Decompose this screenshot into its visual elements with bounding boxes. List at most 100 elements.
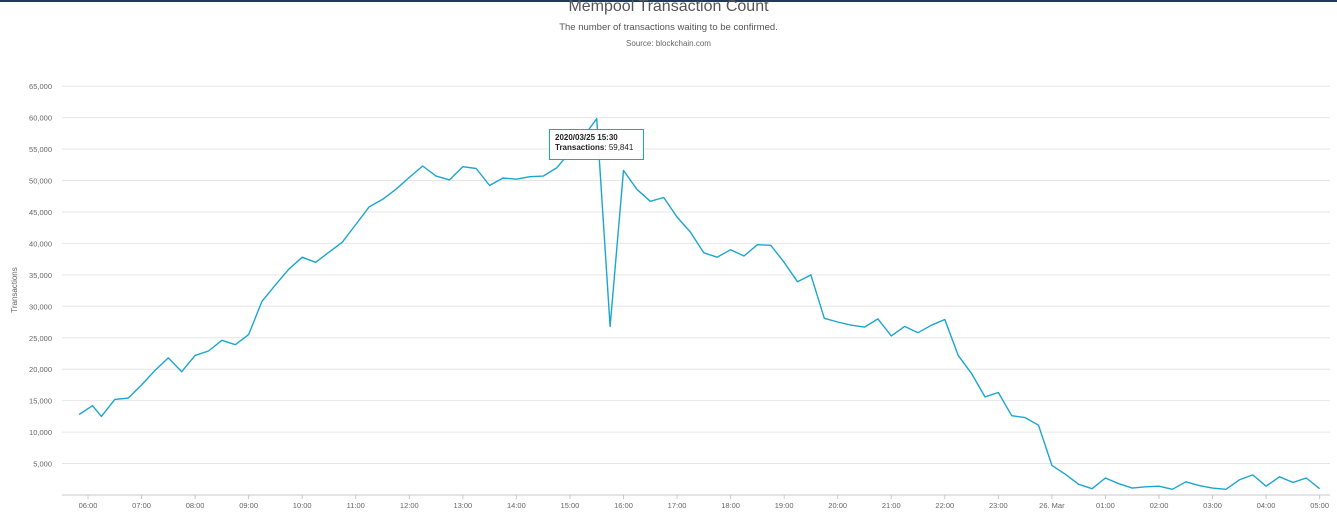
data-point	[863, 326, 866, 329]
y-axis-label: Transactions	[10, 267, 19, 313]
y-axis-tick-labels: 5,000 10,000 15,000 20,000 25,000 30,000 35,00…	[29, 82, 52, 468]
data-point	[461, 165, 464, 168]
x-tick-label: 05:00	[1310, 501, 1329, 510]
data-point	[1184, 480, 1187, 483]
data-point	[756, 243, 759, 246]
data-point	[1251, 473, 1254, 476]
x-tick-label: 10:00	[293, 501, 312, 510]
x-tick-label: 04:00	[1257, 501, 1276, 510]
data-point	[100, 415, 103, 418]
data-point	[421, 164, 424, 167]
y-tick-label: 60,000	[29, 114, 52, 123]
data-point	[1171, 488, 1174, 491]
data-point	[916, 331, 919, 334]
x-tick-label: 09:00	[239, 501, 258, 510]
x-tick-label: 06:00	[79, 501, 98, 510]
data-point	[983, 395, 986, 398]
data-point	[408, 176, 411, 179]
tooltip-label: Transactions	[555, 143, 605, 152]
tooltip-value-row: Transactions: 59,841	[555, 143, 634, 152]
data-point	[649, 200, 652, 203]
x-tick-label: 18:00	[721, 501, 740, 510]
data-point	[555, 166, 558, 169]
x-tick-label: 03:00	[1203, 501, 1222, 510]
data-point	[314, 261, 317, 264]
data-point	[1117, 482, 1120, 485]
x-tick-label: 20:00	[828, 501, 847, 510]
data-point	[274, 283, 277, 286]
data-point	[1291, 481, 1294, 484]
data-point	[488, 184, 491, 187]
data-point	[327, 251, 330, 254]
data-point	[729, 248, 732, 251]
data-point	[247, 333, 250, 336]
data-point	[1010, 414, 1013, 417]
y-tick-label: 10,000	[29, 428, 52, 437]
data-point	[167, 356, 170, 359]
y-tick-label: 45,000	[29, 208, 52, 217]
y-tick-label: 20,000	[29, 365, 52, 374]
y-tick-label: 25,000	[29, 334, 52, 343]
x-axis: 06:00 07:00 08:00 09:00 10:00 11:00 12:00 13:00…	[62, 494, 1330, 510]
data-point	[287, 268, 290, 271]
data-point	[635, 188, 638, 191]
chart-source: Source: blockchain.com	[626, 39, 711, 48]
data-point	[1050, 464, 1053, 467]
data-point	[180, 370, 183, 373]
chart-subtitle: The number of transactions waiting to be…	[559, 22, 778, 33]
data-point	[1318, 487, 1321, 490]
x-tick-label: 17:00	[668, 501, 687, 510]
data-point	[220, 339, 223, 342]
data-point	[1238, 478, 1241, 481]
data-point	[1131, 487, 1134, 490]
data-point	[809, 273, 812, 276]
data-point	[943, 318, 946, 321]
x-tick-label: 16:00	[614, 501, 633, 510]
data-point	[1305, 476, 1308, 479]
data-point	[475, 167, 478, 170]
y-tick-label: 50,000	[29, 177, 52, 186]
x-tick-label: 19:00	[775, 501, 794, 510]
data-point	[796, 280, 799, 283]
data-point	[957, 354, 960, 357]
data-point	[783, 261, 786, 264]
data-point	[260, 300, 263, 303]
data-point	[689, 231, 692, 234]
data-point	[742, 254, 745, 257]
data-point	[997, 391, 1000, 394]
data-point	[702, 251, 705, 254]
data-point	[662, 196, 665, 199]
data-point	[501, 176, 504, 179]
grid-lines	[62, 85, 1330, 465]
data-point	[542, 175, 545, 178]
data-point	[716, 256, 719, 259]
data-point	[1265, 485, 1268, 488]
data-point	[140, 383, 143, 386]
data-point	[1024, 416, 1027, 419]
series-line	[78, 117, 1321, 490]
data-point	[153, 369, 156, 372]
x-tick-label: 02:00	[1150, 501, 1169, 510]
data-point	[194, 354, 197, 357]
x-tick-label: 07:00	[132, 501, 151, 510]
data-point	[448, 178, 451, 181]
x-tick-label: 21:00	[882, 501, 901, 510]
data-point	[836, 320, 839, 323]
y-tick-label: 30,000	[29, 302, 52, 311]
y-tick-label: 15,000	[29, 397, 52, 406]
y-tick-label: 65,000	[29, 82, 52, 91]
data-point	[1224, 488, 1227, 491]
data-tooltip: 2020/03/25 15:30 Transactions: 59,841	[549, 129, 644, 160]
x-tick-label: 15:00	[561, 501, 580, 510]
data-point	[207, 349, 210, 352]
x-tick-label: 23:00	[989, 501, 1008, 510]
data-point	[1077, 483, 1080, 486]
data-point	[78, 413, 81, 416]
y-tick-label: 40,000	[29, 239, 52, 248]
x-tick-label: 08:00	[186, 501, 205, 510]
data-point	[890, 334, 893, 337]
data-point	[341, 241, 344, 244]
data-point	[903, 325, 906, 328]
data-point	[234, 343, 237, 346]
